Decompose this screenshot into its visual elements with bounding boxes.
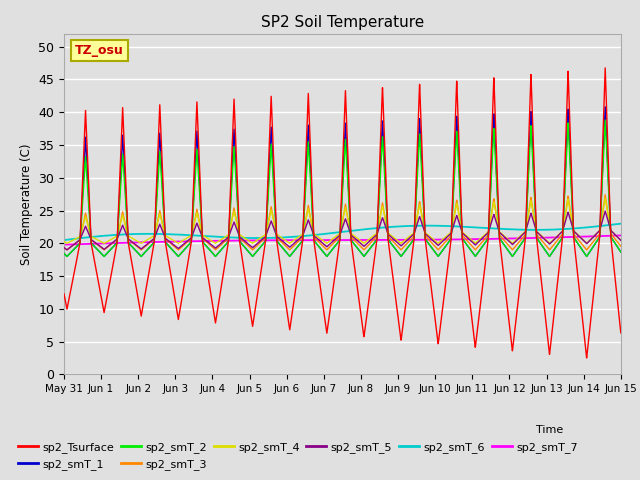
- Y-axis label: Soil Temperature (C): Soil Temperature (C): [20, 143, 33, 265]
- Text: TZ_osu: TZ_osu: [75, 44, 124, 57]
- Title: SP2 Soil Temperature: SP2 Soil Temperature: [260, 15, 424, 30]
- Text: Time: Time: [536, 425, 563, 435]
- Legend: sp2_Tsurface, sp2_smT_1, sp2_smT_2, sp2_smT_3, sp2_smT_4, sp2_smT_5, sp2_smT_6, : sp2_Tsurface, sp2_smT_1, sp2_smT_2, sp2_…: [13, 438, 582, 474]
